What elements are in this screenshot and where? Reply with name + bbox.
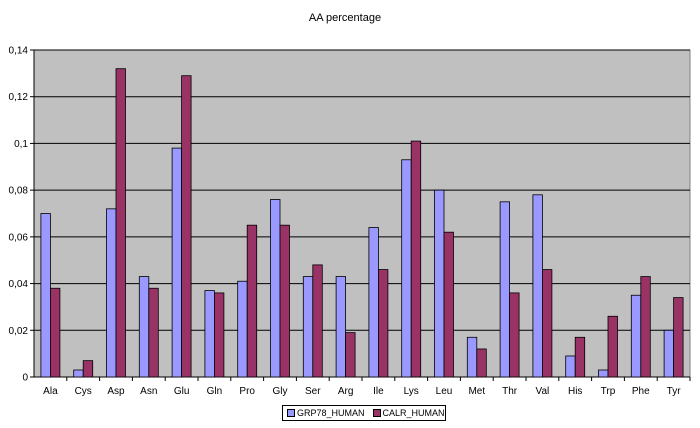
x-tick-label: Ser <box>305 386 321 397</box>
bar-calr-human-met <box>476 348 487 378</box>
bar-grp78-human-arg <box>335 276 347 378</box>
bar-calr-human-pro <box>246 224 258 378</box>
bar-grp78-human-leu <box>434 189 445 378</box>
y-tick-label: 0,12 <box>9 92 29 103</box>
bar-grp78-human-pro <box>237 280 248 378</box>
x-tick-label: Trp <box>601 386 616 397</box>
bar-calr-human-arg <box>345 332 356 378</box>
bar-calr-human-cys <box>82 360 94 378</box>
bar-calr-human-asn <box>148 287 159 378</box>
y-tick-label: 0,06 <box>9 232 29 243</box>
bar-calr-human-leu <box>443 231 454 378</box>
x-tick-label: Asn <box>140 386 157 397</box>
x-tick-label: Thr <box>502 386 518 397</box>
bar-grp78-human-his <box>565 355 576 378</box>
y-tick-label: 0,1 <box>14 139 28 150</box>
legend-item-series-1: GRP78_HUMAN <box>287 408 365 418</box>
x-tick-label: Ile <box>373 386 384 397</box>
bar-calr-human-phe <box>640 276 651 378</box>
bar-calr-human-ile <box>377 269 389 378</box>
x-tick-label: Ala <box>43 386 58 397</box>
bar-grp78-human-val <box>532 194 543 378</box>
bar-grp78-human-met <box>466 336 478 378</box>
legend: GRP78_HUMAN CALR_HUMAN <box>282 405 446 421</box>
bar-grp78-human-ile <box>368 227 379 378</box>
bar-grp78-human-gly <box>270 199 281 378</box>
bar-calr-human-ser <box>312 264 323 378</box>
y-tick-label: 0,04 <box>9 279 29 290</box>
bar-calr-human-glu <box>181 75 192 378</box>
bar-grp78-human-ala <box>40 213 51 378</box>
x-tick-label: Phe <box>632 386 650 397</box>
x-tick-label: Arg <box>338 386 354 397</box>
y-tick-label: 0,14 <box>9 46 29 57</box>
x-tick-label: Val <box>536 386 550 397</box>
bar-calr-human-ala <box>50 287 61 378</box>
bar-grp78-human-gln <box>204 290 215 378</box>
bar-calr-human-gln <box>213 292 225 378</box>
bar-calr-human-lys <box>410 140 422 378</box>
legend-item-series-2: CALR_HUMAN <box>372 408 445 418</box>
x-tick-label: Asp <box>107 386 125 397</box>
bar-calr-human-val <box>542 269 553 378</box>
y-tick-label: 0,02 <box>9 326 29 337</box>
bar-calr-human-thr <box>509 292 520 378</box>
plot-background <box>33 49 691 378</box>
bar-calr-human-trp <box>607 315 618 378</box>
bar-grp78-human-asn <box>138 276 150 378</box>
bar-grp78-human-lys <box>401 159 412 378</box>
bar-grp78-human-trp <box>598 369 609 378</box>
plot-area: 0 0,02 0,04 0,06 0,08 0,1 0,12 0,14 Ala Cys Asp Asn… <box>9 46 691 397</box>
legend-label-series-2: CALR_HUMAN <box>382 408 445 418</box>
bar-grp78-human-tyr <box>663 329 674 378</box>
bar-calr-human-his <box>574 336 586 378</box>
bar-grp78-human-phe <box>630 294 642 378</box>
x-tick-label: His <box>568 386 582 397</box>
x-tick-label: Lys <box>404 386 419 397</box>
legend-label-series-1: GRP78_HUMAN <box>297 408 365 418</box>
x-tick-label: Glu <box>174 386 190 397</box>
x-tick-label: Gly <box>273 386 288 397</box>
bar-grp78-human-cys <box>73 369 84 378</box>
x-tick-label: Tyr <box>667 386 682 397</box>
legend-swatch-series-2 <box>372 409 381 417</box>
x-tick-label: Leu <box>436 386 453 397</box>
bar-grp78-human-glu <box>171 147 183 378</box>
bar-calr-human-gly <box>279 224 290 378</box>
x-tick-label: Met <box>468 386 485 397</box>
bar-calr-human-asp <box>115 68 126 378</box>
bar-grp78-human-asp <box>106 208 117 378</box>
y-tick-label: 0,08 <box>9 186 29 197</box>
chart-title: AA percentage <box>309 12 381 24</box>
bar-calr-human-tyr <box>673 297 684 378</box>
bar-grp78-human-thr <box>499 201 511 378</box>
y-tick-label: 0 <box>22 373 28 384</box>
x-tick-label: Cys <box>75 386 92 397</box>
legend-swatch-series-1 <box>287 409 295 417</box>
bar-grp78-human-ser <box>302 276 314 378</box>
x-tick-label: Pro <box>239 386 255 397</box>
x-tick-label: Gln <box>207 386 223 397</box>
